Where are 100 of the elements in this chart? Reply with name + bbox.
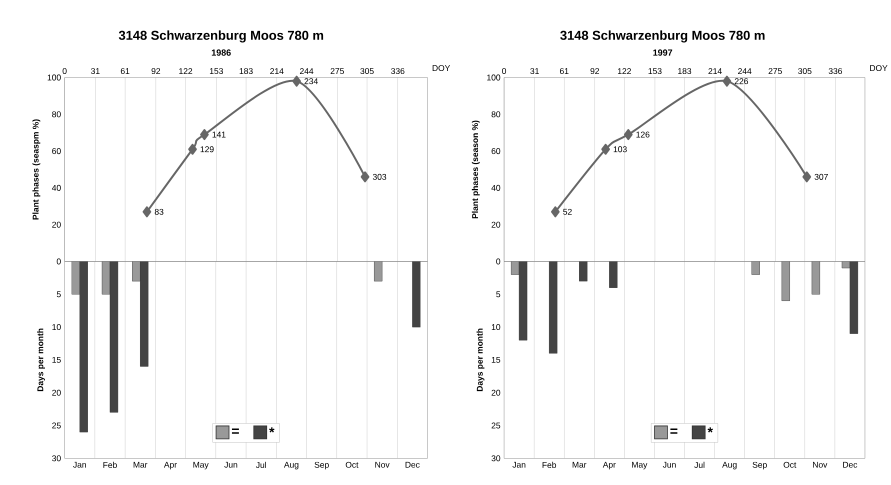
bar	[609, 261, 618, 288]
bar	[548, 261, 558, 354]
point	[292, 76, 301, 87]
y-tick-label: 30	[52, 455, 61, 462]
x-tick-label: Feb	[542, 462, 556, 468]
x-tick-label: 61	[120, 68, 130, 74]
point	[200, 129, 209, 140]
x-tick-label: Jan	[512, 462, 526, 468]
x-tick-label: Apr	[164, 462, 177, 470]
x-tick-label: 31	[530, 68, 539, 74]
annotation: 83	[154, 208, 164, 215]
bar	[132, 261, 140, 282]
x-tick-label: 275	[768, 68, 782, 74]
x-tick-label: 244	[300, 68, 314, 74]
y-tick-label: 80	[492, 111, 500, 118]
x-tick-label: Nov	[813, 462, 828, 468]
x-tick-label: 0	[62, 68, 67, 74]
y-tick-label: 60	[52, 148, 61, 154]
x-tick-label: May	[632, 462, 648, 470]
y-tick-label: 0	[496, 258, 500, 264]
bar	[412, 261, 421, 328]
y-tick-label: 15	[52, 356, 61, 363]
y-tick-label: 100	[487, 74, 500, 80]
x-tick-label: Oct	[346, 462, 358, 468]
x-tick-label: 92	[590, 68, 600, 74]
x-axis-title: DOY	[870, 65, 888, 71]
annotation: 234	[304, 78, 318, 84]
point	[802, 171, 812, 182]
y-tick-label: 100	[48, 74, 61, 80]
x-tick-label: 153	[648, 68, 662, 74]
x-tick-label: Feb	[103, 462, 117, 468]
y-tick-label: 20	[52, 390, 61, 396]
chart-title: 3148 Schwarzenburg Moos 780 m	[118, 30, 324, 42]
y-tick-label: 0	[56, 258, 61, 264]
annotation: 226	[734, 78, 748, 84]
y-tick-label: 10	[492, 324, 500, 330]
point	[188, 144, 197, 155]
legend-label: *	[708, 427, 713, 432]
x-tick-label: 31	[91, 68, 100, 74]
x-tick-label: 122	[618, 68, 631, 74]
x-tick-label: 275	[330, 68, 344, 74]
y-tick-label: 80	[52, 111, 61, 118]
y-tick-label: 15	[492, 356, 500, 363]
y-tick-label: 5	[496, 291, 500, 298]
x-tick-label: 305	[360, 68, 374, 74]
x-tick-label: Jun	[224, 462, 238, 468]
x-axis-title: DOY	[432, 65, 450, 71]
chart-subtitle: 1997	[653, 49, 672, 56]
annotation: 52	[563, 208, 572, 215]
legend-label: =	[232, 428, 239, 434]
annotation: 126	[636, 132, 650, 138]
y-axis-title: Days per month	[37, 328, 45, 392]
legend-label: *	[269, 427, 274, 432]
y-tick-label: 10	[52, 324, 61, 330]
y-tick-label: 20	[52, 222, 61, 228]
x-tick-label: 336	[391, 68, 404, 74]
point	[624, 129, 633, 140]
y-tick-label: 25	[52, 422, 61, 428]
annotation: 307	[814, 174, 828, 180]
y-tick-label: 60	[492, 148, 500, 154]
x-tick-label: 61	[560, 68, 568, 74]
x-tick-label: 244	[738, 68, 752, 74]
bar	[782, 261, 790, 301]
bar	[510, 261, 520, 275]
x-tick-label: 214	[708, 68, 722, 74]
x-tick-label: Dec	[406, 462, 420, 468]
x-tick-label: Oct	[784, 462, 796, 468]
x-tick-label: 122	[179, 68, 192, 74]
x-tick-label: Nov	[375, 462, 390, 468]
x-tick-label: 183	[240, 68, 253, 74]
x-tick-label: Aug	[284, 462, 298, 470]
y-tick-label: 30	[492, 455, 500, 462]
annotation: 103	[614, 146, 627, 152]
y-tick-label: 25	[492, 422, 500, 428]
x-tick-label: 183	[678, 68, 692, 74]
bar	[72, 261, 80, 294]
x-tick-label: 214	[270, 68, 284, 74]
bar	[812, 261, 820, 294]
y-axis-title: Plant phases (season %)	[472, 120, 480, 218]
x-tick-label: Jul	[256, 462, 266, 468]
annotation: 303	[372, 174, 386, 180]
x-tick-label: 305	[798, 68, 812, 74]
y-axis-title: Days per month	[476, 328, 484, 392]
x-tick-label: Mar	[134, 462, 148, 468]
x-tick-label: 0	[502, 68, 506, 74]
bar	[752, 261, 760, 275]
y-tick-label: 20	[492, 222, 500, 228]
y-tick-label: 40	[52, 184, 61, 191]
y-tick-label: 5	[56, 291, 61, 298]
x-tick-label: Apr	[602, 462, 616, 470]
x-tick-label: Sep	[752, 462, 767, 470]
x-tick-label: Jan	[73, 462, 86, 468]
x-tick-label: Mar	[572, 462, 586, 468]
x-tick-label: Aug	[722, 462, 737, 470]
x-tick-label: May	[193, 462, 209, 470]
x-tick-label: Sep	[314, 462, 329, 470]
chart-title: 3148 Schwarzenburg Moos 780 m	[560, 30, 765, 42]
point	[601, 144, 610, 155]
y-tick-label: 20	[492, 390, 500, 396]
chart-subtitle: 1986	[212, 49, 231, 56]
